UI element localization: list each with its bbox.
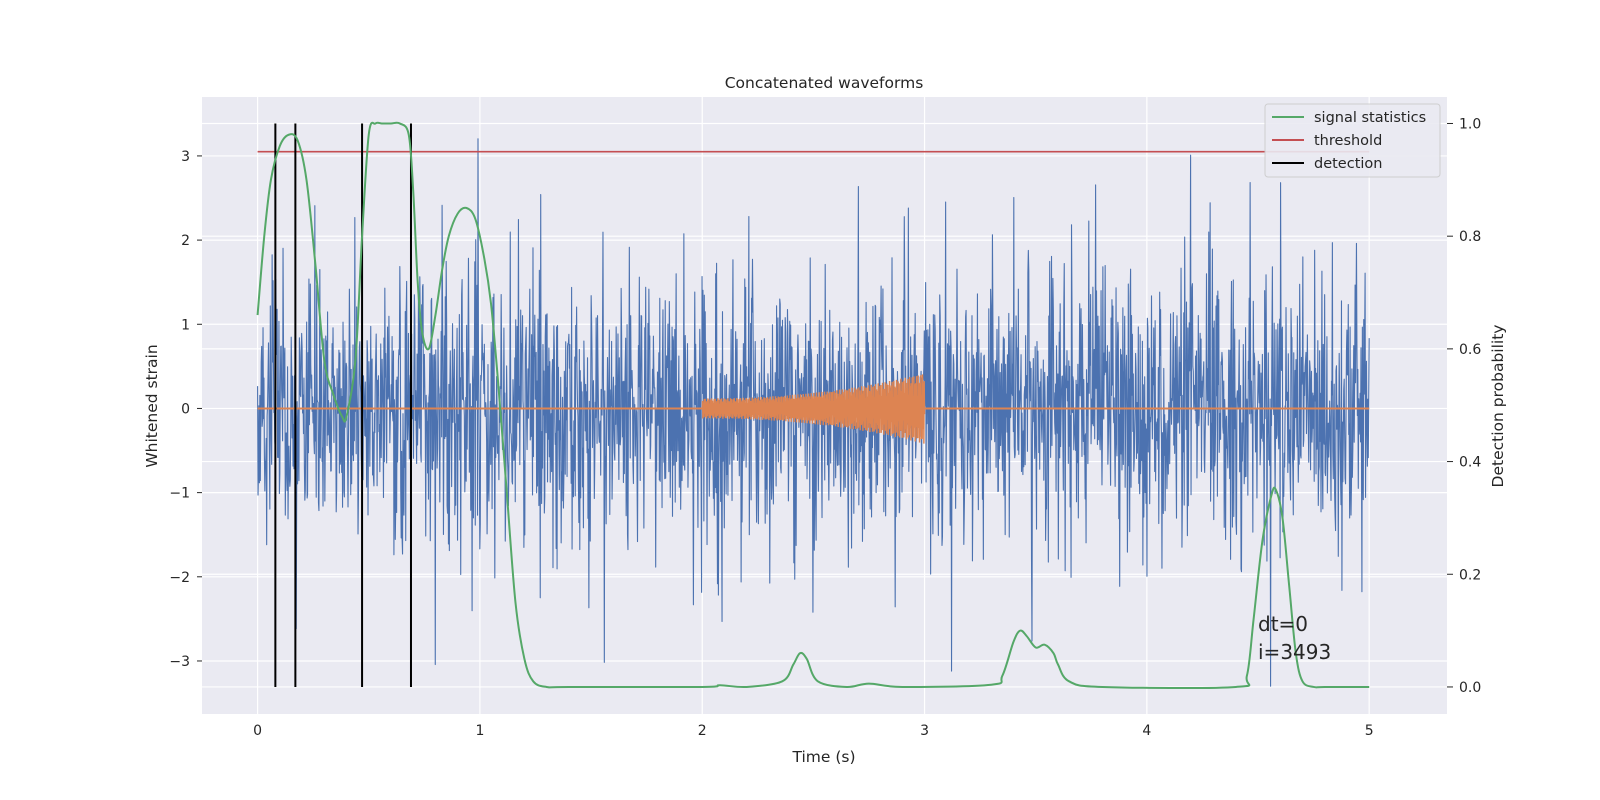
x-tick-label: 1 [475, 723, 484, 739]
y2-tick-label: 0.0 [1459, 680, 1481, 696]
y-tick-label: −3 [169, 654, 190, 670]
x-tick-label: 4 [1142, 723, 1151, 739]
x-tick-label: 3 [920, 723, 929, 739]
y2-tick-label: 0.6 [1459, 342, 1481, 358]
y-axis-label: Whitened strain [143, 344, 161, 467]
x-tick-label: 0 [253, 723, 262, 739]
y-tick-label: 3 [181, 149, 190, 165]
y-tick-label: 0 [181, 401, 190, 417]
y-tick-label: −2 [169, 570, 190, 586]
legend-label-detection: detection [1314, 156, 1382, 172]
annotation-dt: dt=0 [1258, 612, 1308, 636]
annotation-i: i=3493 [1258, 640, 1331, 664]
signal-statistics-line [256, 121, 1370, 690]
template-series [257, 374, 1370, 444]
y-tick-label: 2 [181, 233, 190, 249]
legend-label-signal-statistics: signal statistics [1314, 110, 1426, 126]
right-axis-series [256, 121, 1370, 690]
legend: signal statistics threshold detection [1264, 103, 1441, 178]
y2-tick-label: 0.4 [1459, 455, 1481, 471]
y-tick-label: −1 [169, 486, 190, 502]
strain-series [257, 138, 1370, 687]
ticks: 0 1 2 3 4 5 −3 −2 −1 0 1 2 3 0.0 0.2 0.4 0.6 0.8 1.0 [169, 116, 1481, 739]
x-tick-label: 2 [698, 723, 707, 739]
y2-tick-label: 1.0 [1459, 116, 1481, 132]
chart-title: Concatenated waveforms [725, 74, 924, 92]
y2-tick-label: 0.2 [1459, 567, 1481, 583]
y-tick-label: 1 [181, 317, 190, 333]
legend-box [1264, 103, 1441, 178]
y2-axis-label: Detection probability [1489, 325, 1507, 488]
template-line [701, 374, 926, 444]
x-axis-label: Time (s) [791, 748, 855, 766]
legend-label-threshold: threshold [1314, 133, 1382, 149]
y2-tick-label: 0.8 [1459, 229, 1481, 245]
strain-line [257, 138, 1370, 687]
x-tick-label: 5 [1365, 723, 1374, 739]
